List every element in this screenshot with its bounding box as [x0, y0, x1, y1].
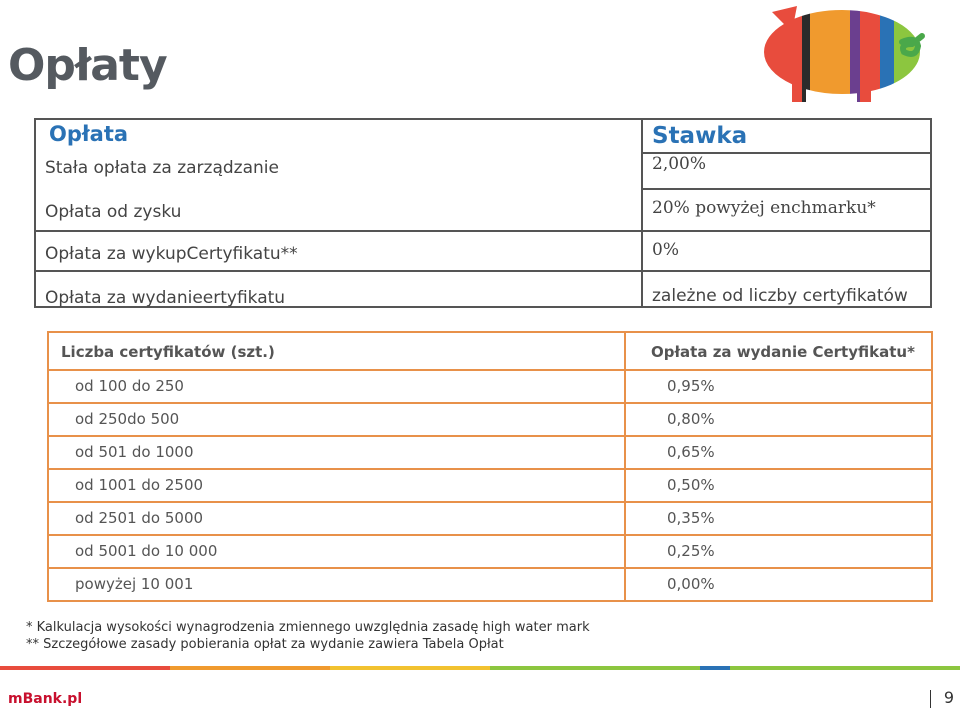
- column-divider: [624, 333, 626, 600]
- certificate-range: od 2501 do 5000: [75, 509, 204, 527]
- row-divider: [49, 567, 931, 569]
- issue-fee: 0,35%: [667, 509, 715, 527]
- column-divider: [641, 120, 643, 308]
- page-number: 9: [943, 688, 954, 707]
- color-stripe: [0, 666, 960, 670]
- certificate-range: od 250do 500: [75, 410, 180, 428]
- certificate-range: od 100 do 250: [75, 377, 184, 395]
- certificate-range: od 1001 do 2500: [75, 476, 204, 494]
- issue-fee: 0,50%: [667, 476, 715, 494]
- fees-table: Opłata Stawka Stała opłata za zarządzani…: [34, 118, 932, 308]
- certificate-range: powyżej 10 001: [75, 575, 194, 593]
- issue-fee: 0,00%: [667, 575, 715, 593]
- rate-column-header: Stawka: [652, 123, 748, 149]
- fee-label: Stała opłata za zarządzanie: [45, 158, 279, 178]
- fee-label: Opłata za wydanieertyfikatu: [45, 288, 286, 308]
- footnote: ** Szczegółowe zasady pobierania opłat z…: [26, 637, 504, 652]
- row-divider: [36, 270, 930, 272]
- row-divider: [49, 369, 931, 371]
- row-divider: [641, 188, 930, 190]
- certificate-fee-table: Liczba certyfikatów (szt.) Opłata za wyd…: [47, 331, 933, 602]
- slide-title: Opłaty: [8, 40, 168, 91]
- fee-label: Opłata od zysku: [45, 202, 182, 222]
- fee-column-header: Opłata: [49, 122, 129, 146]
- brand-logo[interactable]: mBank.pl: [8, 691, 83, 707]
- row-divider: [49, 402, 931, 404]
- fee-label: Opłata za wykupCertyfikatu**: [45, 244, 298, 264]
- fee-rate: 2,00%: [652, 154, 707, 174]
- fee-rate: zależne od liczby certyfikatów: [652, 286, 908, 306]
- certificate-count-header: Liczba certyfikatów (szt.): [61, 343, 275, 361]
- issue-fee: 0,65%: [667, 443, 715, 461]
- row-divider: [49, 534, 931, 536]
- issue-fee: 0,25%: [667, 542, 715, 560]
- row-divider: [49, 468, 931, 470]
- piggy-bank-logo-icon: [764, 6, 925, 102]
- certificate-range: od 5001 do 10 000: [75, 542, 218, 560]
- certificate-range: od 501 do 1000: [75, 443, 194, 461]
- page-separator: [930, 690, 931, 708]
- issue-fee: 0,95%: [667, 377, 715, 395]
- issue-fee-header: Opłata za wydanie Certyfikatu*: [651, 343, 915, 361]
- row-divider: [641, 152, 930, 154]
- row-divider: [49, 501, 931, 503]
- row-divider: [36, 230, 930, 232]
- fee-rate: 20% powyżej enchmarku*: [652, 198, 876, 218]
- row-divider: [49, 435, 931, 437]
- fee-rate: 0%: [652, 240, 679, 260]
- issue-fee: 0,80%: [667, 410, 715, 428]
- footnote: * Kalkulacja wysokości wynagrodzenia zmi…: [26, 620, 590, 635]
